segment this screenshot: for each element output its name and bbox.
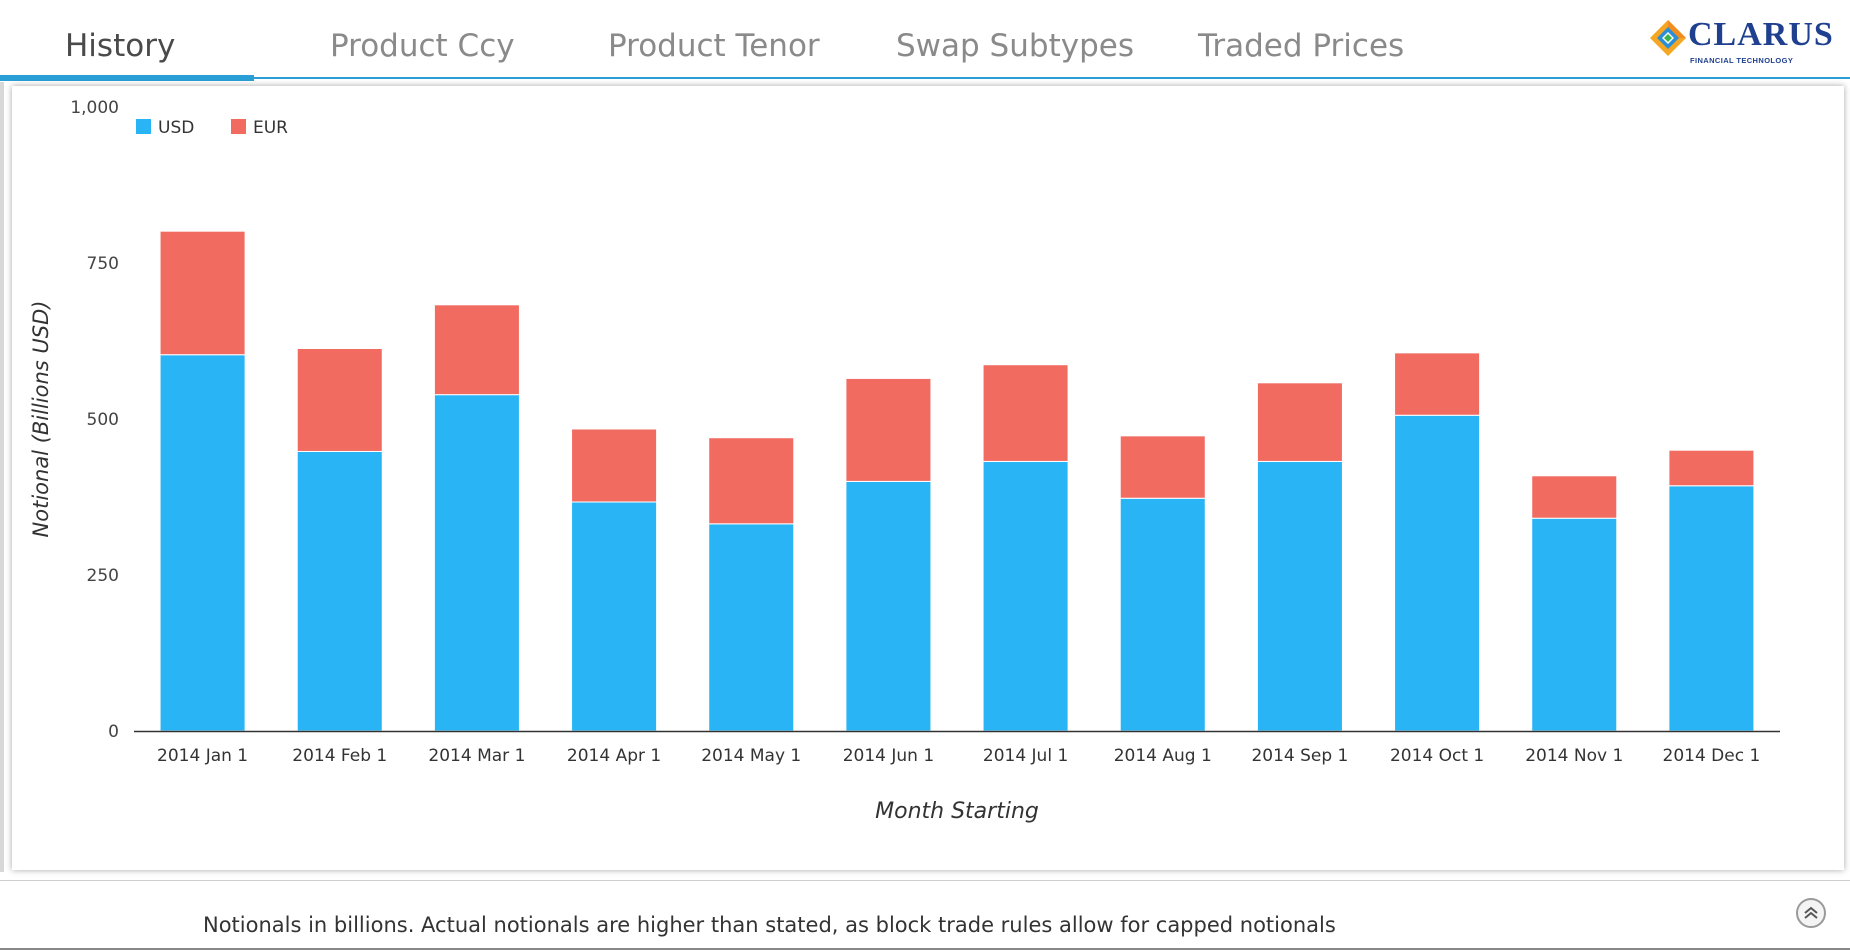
bar-eur	[982, 364, 1069, 462]
bar-usd	[1394, 414, 1481, 732]
tab-bar-divider	[0, 77, 1850, 79]
legend-swatch-eur	[231, 119, 246, 134]
bar-usd	[159, 354, 246, 732]
bar-usd	[982, 460, 1069, 732]
bar-eur	[296, 347, 383, 452]
tab-product-ccy[interactable]: Product Ccy	[330, 28, 515, 64]
y-axis-label: Notional (Billions USD)	[29, 301, 53, 538]
clarus-logo: CLARUS FINANCIAL TECHNOLOGY	[1648, 14, 1838, 66]
stacked-bar-chart: 0 250 500 750 1,000 2014 Jan 1 2014 Feb 1 2014 …	[29, 98, 1780, 824]
bar-usd	[433, 394, 520, 732]
bar-usd	[1256, 460, 1343, 732]
tab-traded-prices[interactable]: Traded Prices	[1198, 28, 1405, 64]
footer-divider	[0, 880, 1850, 881]
footer-note: Notionals in billions. Actual notionals …	[203, 913, 1336, 937]
bar-eur	[1668, 449, 1755, 487]
bar-usd	[708, 523, 795, 732]
bar-usd	[845, 480, 932, 732]
x-tick-label: 2014 Nov 1	[1525, 746, 1623, 766]
bar-usd	[1531, 517, 1618, 732]
x-tick-label: 2014 Jan 1	[157, 746, 248, 766]
bar-eur	[708, 437, 795, 525]
bar-usd	[1119, 497, 1206, 732]
y-tick-label: 500	[87, 410, 119, 430]
tab-bar: History Product Ccy Product Tenor Swap S…	[0, 0, 1850, 82]
diamond-logo-icon	[1650, 20, 1686, 56]
bar-eur	[1256, 382, 1343, 462]
x-tick-label: 2014 Aug 1	[1114, 746, 1212, 766]
x-tick-label: 2014 Feb 1	[292, 746, 387, 766]
bar-eur	[1531, 475, 1618, 519]
chart-panel: 0 250 500 750 1,000 2014 Jan 1 2014 Feb 1 2014 …	[12, 86, 1844, 870]
active-tab-indicator	[0, 75, 254, 81]
x-tick-label: 2014 Dec 1	[1663, 746, 1761, 766]
legend-swatch-usd	[136, 119, 151, 134]
bar-eur	[433, 304, 520, 396]
legend-label-eur: EUR	[253, 118, 288, 138]
bar-usd	[296, 450, 383, 732]
collapse-up-button[interactable]	[1796, 898, 1826, 928]
logo-subtitle: FINANCIAL TECHNOLOGY	[1690, 56, 1794, 65]
left-rail	[0, 82, 4, 872]
y-tick-label: 0	[108, 722, 119, 742]
x-tick-label: 2014 May 1	[701, 746, 801, 766]
x-axis-label: Month Starting	[875, 799, 1039, 824]
bar-usd	[1668, 485, 1755, 732]
bottom-border	[0, 948, 1850, 950]
bar-eur	[159, 230, 246, 356]
y-tick-label: 750	[87, 254, 119, 274]
y-tick-label: 250	[87, 566, 119, 586]
tab-product-tenor[interactable]: Product Tenor	[608, 28, 820, 64]
bar-usd	[571, 501, 658, 732]
legend-label-usd: USD	[158, 118, 194, 138]
x-tick-label: 2014 Apr 1	[567, 746, 661, 766]
y-tick-label: 1,000	[70, 98, 119, 118]
x-tick-label: 2014 Jun 1	[843, 746, 934, 766]
tab-swap-subtypes[interactable]: Swap Subtypes	[896, 28, 1134, 64]
x-tick-label: 2014 Mar 1	[428, 746, 525, 766]
x-tick-label: 2014 Jul 1	[983, 746, 1068, 766]
bar-eur	[571, 428, 658, 503]
double-chevron-up-icon	[1804, 906, 1818, 919]
x-tick-label: 2014 Oct 1	[1390, 746, 1484, 766]
bar-eur	[845, 377, 932, 482]
bar-eur	[1119, 435, 1206, 499]
bar-eur	[1394, 352, 1481, 416]
tab-history[interactable]: History	[65, 28, 176, 64]
logo-wordmark: CLARUS	[1688, 16, 1834, 53]
x-tick-label: 2014 Sep 1	[1251, 746, 1348, 766]
